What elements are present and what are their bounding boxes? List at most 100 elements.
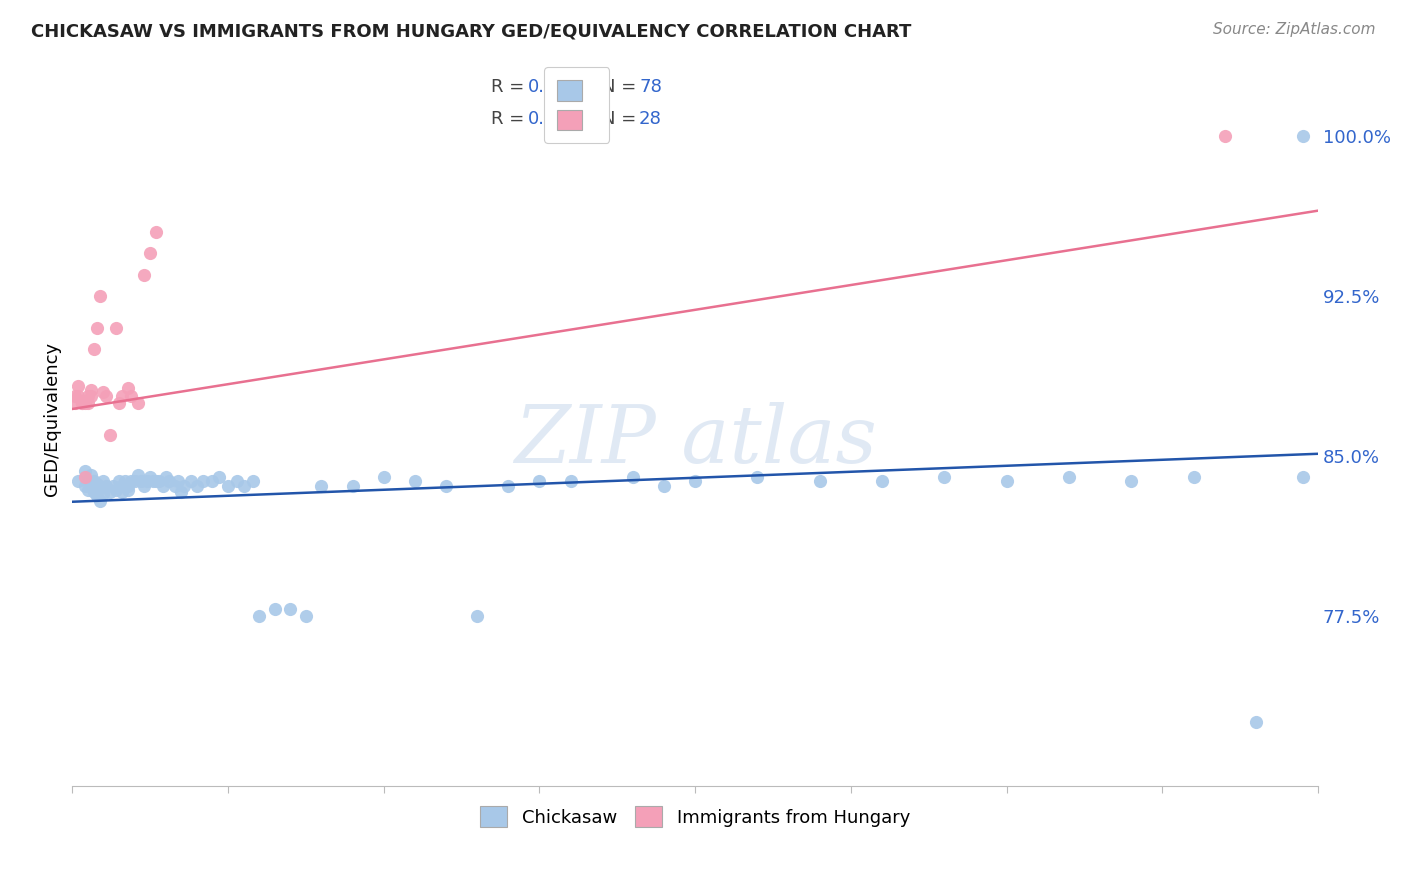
Point — [145, 225, 167, 239]
Point — [295, 608, 318, 623]
Legend: Chickasaw, Immigrants from Hungary: Chickasaw, Immigrants from Hungary — [471, 797, 920, 837]
Point — [1244, 715, 1267, 730]
Text: R =: R = — [491, 110, 530, 128]
Point — [560, 475, 582, 489]
Point — [70, 395, 93, 409]
Point — [83, 343, 105, 357]
Point — [152, 479, 174, 493]
Point — [180, 475, 202, 489]
Point — [96, 479, 118, 493]
Point — [70, 395, 93, 409]
Point — [163, 479, 186, 493]
Point — [80, 383, 103, 397]
Point — [263, 602, 285, 616]
Point — [1291, 128, 1313, 143]
Point — [120, 475, 142, 489]
Point — [127, 468, 149, 483]
Point — [139, 470, 162, 484]
Text: N =: N = — [602, 110, 641, 128]
Point — [67, 475, 90, 489]
Point — [132, 268, 155, 282]
Point — [124, 475, 146, 489]
Point — [232, 479, 254, 493]
Point — [73, 470, 96, 484]
Point — [89, 481, 111, 495]
Point — [117, 479, 139, 493]
Text: 78: 78 — [640, 78, 662, 95]
Text: CHICKASAW VS IMMIGRANTS FROM HUNGARY GED/EQUIVALENCY CORRELATION CHART: CHICKASAW VS IMMIGRANTS FROM HUNGARY GED… — [31, 22, 911, 40]
Point — [80, 479, 103, 493]
Point — [191, 475, 214, 489]
Point — [173, 479, 195, 493]
Point — [76, 389, 98, 403]
Text: 0.466: 0.466 — [529, 110, 579, 128]
Point — [114, 475, 136, 489]
Text: N =: N = — [602, 78, 641, 95]
Point — [808, 475, 831, 489]
Point — [93, 487, 115, 501]
Point — [89, 493, 111, 508]
Point — [96, 389, 118, 403]
Point — [186, 479, 208, 493]
Point — [1213, 128, 1236, 143]
Point — [247, 608, 270, 623]
Text: ZIP atlas: ZIP atlas — [513, 402, 876, 479]
Point — [870, 475, 893, 489]
Point — [120, 389, 142, 403]
Point — [80, 468, 103, 483]
Point — [86, 321, 108, 335]
Point — [108, 395, 131, 409]
Point — [217, 479, 239, 493]
Point — [465, 608, 488, 623]
Point — [136, 475, 159, 489]
Point — [934, 470, 956, 484]
Point — [1057, 470, 1080, 484]
Point — [80, 389, 103, 403]
Point — [683, 475, 706, 489]
Point — [621, 470, 644, 484]
Point — [311, 479, 333, 493]
Point — [73, 479, 96, 493]
Point — [373, 470, 395, 484]
Point — [86, 490, 108, 504]
Point — [65, 389, 87, 403]
Point — [111, 485, 134, 500]
Y-axis label: GED/Equivalency: GED/Equivalency — [44, 342, 60, 496]
Text: Source: ZipAtlas.com: Source: ZipAtlas.com — [1212, 22, 1375, 37]
Point — [226, 475, 249, 489]
Point — [652, 479, 675, 493]
Point — [157, 475, 180, 489]
Point — [104, 483, 127, 497]
Point — [278, 602, 301, 616]
Point — [145, 475, 167, 489]
Point — [98, 485, 121, 500]
Point — [73, 395, 96, 409]
Point — [207, 470, 229, 484]
Point — [104, 321, 127, 335]
Point — [111, 389, 134, 403]
Point — [67, 389, 90, 403]
Point — [65, 395, 87, 409]
Point — [170, 485, 193, 500]
Point — [167, 475, 190, 489]
Point — [101, 479, 124, 493]
Point — [1182, 470, 1205, 484]
Point — [111, 479, 134, 493]
Point — [83, 475, 105, 489]
Point — [1291, 470, 1313, 484]
Point — [117, 381, 139, 395]
Point — [76, 475, 98, 489]
Point — [76, 395, 98, 409]
Point — [108, 475, 131, 489]
Point — [83, 485, 105, 500]
Point — [129, 475, 152, 489]
Point — [747, 470, 769, 484]
Point — [86, 476, 108, 491]
Point — [498, 479, 520, 493]
Point — [434, 479, 457, 493]
Point — [73, 464, 96, 478]
Text: 28: 28 — [640, 110, 662, 128]
Point — [404, 475, 426, 489]
Text: 0.141: 0.141 — [529, 78, 579, 95]
Point — [201, 475, 224, 489]
